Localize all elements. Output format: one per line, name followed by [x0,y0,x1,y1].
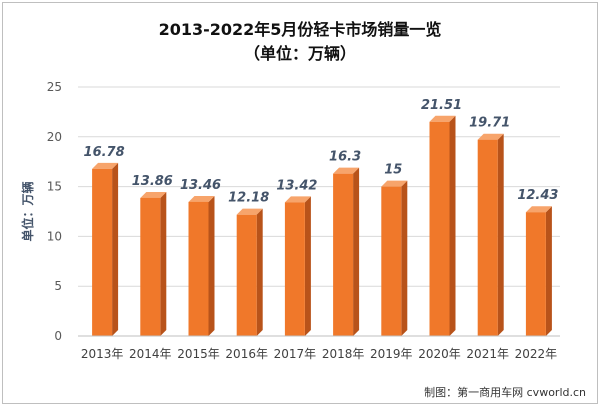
bar-side [401,180,408,336]
bar-top [429,115,456,122]
bar [140,197,161,336]
y-tick-label: 5 [54,279,62,293]
bar-side [256,208,263,336]
bar-top [236,208,263,215]
x-tick-label: 2022年 [515,347,558,361]
data-label: 16.3 [329,150,361,165]
bar-top [333,167,360,174]
x-tick-label: 2017年 [274,347,317,361]
x-tick-label: 2016年 [225,347,268,361]
y-axis-label: 单位：万辆 [20,181,35,241]
bar-side [353,167,360,336]
x-tick-label: 2014年 [129,347,172,361]
bar [429,121,450,336]
bar [333,173,354,336]
y-tick-label: 20 [47,130,62,144]
data-label: 12.43 [517,188,558,203]
bar [284,202,305,336]
bar-side [304,196,311,336]
data-label: 13.86 [132,174,173,189]
x-tick-label: 2015年 [177,347,220,361]
bar-top [284,196,311,203]
y-tick-label: 15 [47,180,62,194]
bar-top [188,195,215,202]
y-tick-label: 25 [47,80,62,94]
x-tick-label: 2018年 [322,347,365,361]
chart-subtitle: （单位：万辆） [243,44,356,63]
x-tick-label: 2013年 [81,347,124,361]
data-label: 13.42 [276,178,317,193]
bar-side [208,195,215,336]
bar-side [545,206,552,336]
bar-top [140,191,167,198]
bar-side [160,191,167,336]
data-label: 12.18 [228,191,269,206]
data-label: 13.46 [180,178,221,193]
data-label: 19.71 [469,116,510,131]
bar-side [497,133,504,336]
bar [92,168,113,336]
bar-top [381,180,408,187]
bar-side [112,162,119,336]
bar-top [477,133,504,140]
x-tick-label: 2021年 [466,347,509,361]
x-tick-label: 2019年 [370,347,413,361]
x-tick-label: 2020年 [418,347,461,361]
bar-top [92,162,119,169]
data-label: 15 [384,163,402,178]
bar-top [525,206,552,213]
chart-title: 2013-2022年5月份轻卡市场销量一览 [158,20,442,39]
data-label: 21.51 [421,98,462,113]
y-tick-label: 10 [47,229,62,243]
y-tick-label: 0 [54,329,62,343]
data-label: 16.78 [84,145,125,160]
bar [381,186,402,336]
bar-side [449,115,456,336]
bar [236,214,257,336]
bar [525,212,546,336]
bar [477,139,498,336]
footer-credit: 制图：第一商用车网 cvworld.cn [424,386,586,399]
bar [188,201,209,336]
